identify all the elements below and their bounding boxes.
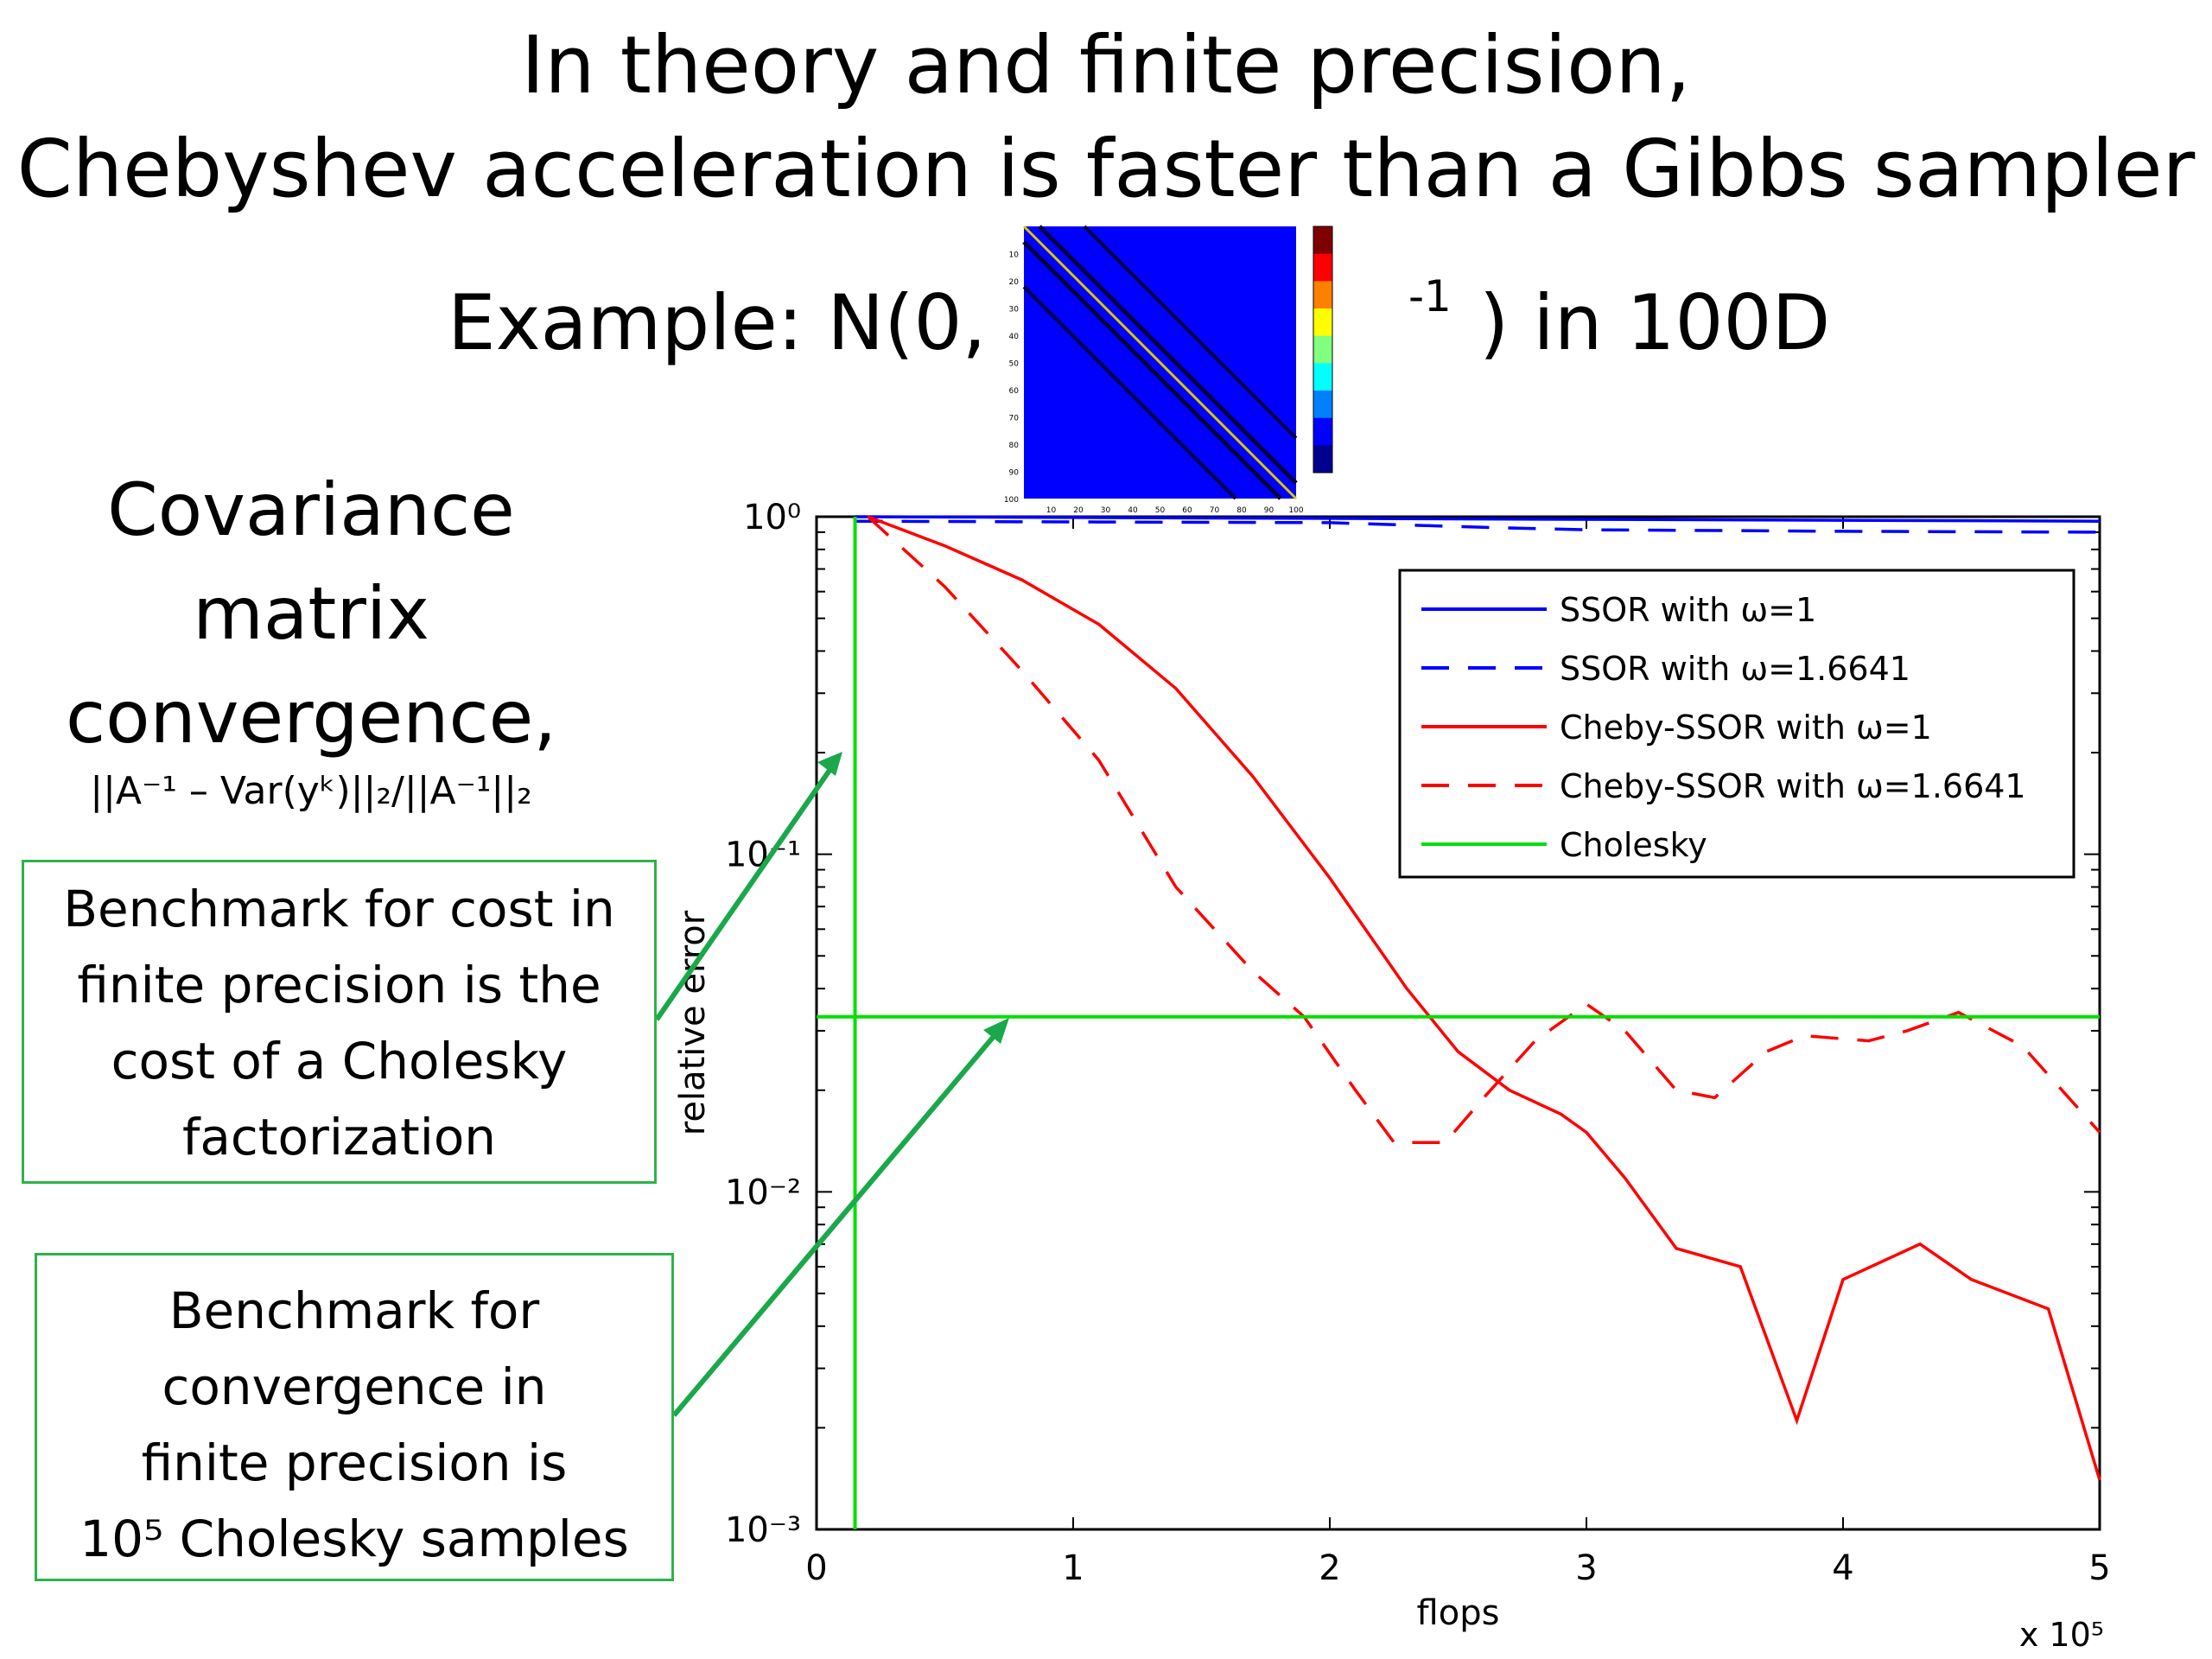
relative-error-formula: ||A⁻¹ – Var(yᵏ)||₂/||A⁻¹||₂: [90, 769, 532, 813]
matrix-x-tick-label: 70: [1210, 506, 1220, 515]
matrix-x-tick-label: 10: [1046, 506, 1057, 515]
matrix-y-tick-label: 90: [1009, 469, 1020, 478]
legend-entry: Cheby-SSOR with ω=1: [1560, 709, 1932, 747]
legend-entry: Cholesky: [1560, 826, 1707, 864]
matrix-y-tick-label: 30: [1009, 306, 1020, 315]
matrix-y-tick-label: 10: [1009, 251, 1020, 260]
matrix-y-tick-label: 70: [1009, 415, 1020, 423]
callout-line: 10⁵ Cholesky samples: [79, 1510, 629, 1568]
x-tick-label: 4: [1832, 1548, 1853, 1588]
matrix-x-tick-label: 80: [1236, 506, 1247, 515]
series-line-0: [855, 515, 2101, 523]
example-exponent: -1: [1408, 271, 1452, 321]
x-axis-label: flops: [1417, 1593, 1500, 1633]
matrix-offdiagonal: [1022, 240, 1282, 500]
colorbar-segment: [1313, 363, 1332, 391]
callout-line: Benchmark for cost in: [63, 880, 615, 938]
cost-benchmark-callout: Benchmark for cost in finite precision i…: [22, 860, 657, 1184]
matrix-x-tick-label: 20: [1073, 506, 1084, 515]
matrix-y-tick-label: 50: [1009, 360, 1020, 369]
colorbar-segment: [1313, 391, 1332, 419]
matrix-y-tick-label: 60: [1009, 387, 1020, 396]
colorbar-segment: [1313, 417, 1332, 446]
colorbar-segment: [1313, 226, 1332, 255]
matrix-x-tick-label: 100: [1288, 506, 1303, 515]
x-tick-label: 1: [1062, 1548, 1084, 1588]
convergence-benchmark-callout: Benchmark for convergence in finite prec…: [35, 1253, 674, 1581]
matrix-y-tick-label: 40: [1009, 333, 1020, 341]
matrix-x-tick-label: 90: [1264, 506, 1274, 515]
example-prefix: Example: N(0,: [448, 278, 987, 367]
callout-line: Benchmark for: [168, 1281, 540, 1340]
y-tick-label: 10⁰: [743, 498, 801, 537]
legend-box: [1398, 569, 2075, 879]
colorbar-segment: [1313, 281, 1332, 309]
matrix-y-tick-label: 20: [1009, 278, 1020, 287]
matrix-x-tick-label: 60: [1182, 506, 1192, 515]
x-multiplier-label: x 10⁵: [2019, 1616, 2104, 1654]
matrix-y-tick-label: 100: [1004, 496, 1019, 505]
covariance-line-2: matrix: [193, 571, 429, 656]
matrix-x-tick-label: 50: [1155, 506, 1166, 515]
matrix-offdiagonal: [1038, 225, 1298, 485]
colorbar-frame: [1313, 226, 1333, 474]
matrix-offdiagonal: [1022, 285, 1237, 500]
callout-line: finite precision is: [141, 1433, 568, 1492]
callout-line: cost of a Cholesky: [111, 1032, 568, 1090]
slide-title-line-1: In theory and finite precision,: [521, 19, 1691, 111]
example-suffix: ) in 100D: [1479, 278, 1831, 367]
x-tick-label: 2: [1319, 1548, 1340, 1588]
x-tick-label: 0: [805, 1548, 827, 1588]
matrix-offdiagonal: [1083, 225, 1298, 440]
legend-entry: SSOR with ω=1: [1560, 591, 1816, 629]
y-tick-label: 10⁻³: [725, 1510, 801, 1550]
covariance-line-1: Covariance: [107, 467, 515, 552]
matrix-x-tick-label: 40: [1128, 506, 1138, 515]
cost-callout-arrow: [654, 759, 839, 1021]
legend-entry: SSOR with ω=1.6641: [1560, 650, 1910, 688]
series-line-2: [867, 515, 2101, 1481]
callout-line: finite precision is the: [77, 956, 601, 1014]
matrix-diagonal: [1022, 225, 1298, 500]
x-tick-label: 3: [1575, 1548, 1597, 1588]
colorbar-segment: [1313, 445, 1332, 474]
colorbar-segment: [1313, 308, 1332, 337]
convergence-callout-arrow: [671, 1027, 1003, 1417]
convergence-callout-arrowhead: [983, 1018, 1009, 1044]
cost-callout-arrowhead: [817, 752, 842, 776]
covariance-line-3: convergence,: [65, 675, 557, 760]
x-tick-label: 5: [2088, 1548, 2110, 1588]
series-line-1: [855, 519, 2101, 534]
callout-line: factorization: [181, 1108, 497, 1166]
matrix-y-tick-label: 80: [1009, 442, 1020, 450]
y-tick-label: 10⁻²: [725, 1173, 801, 1212]
legend-entry: Cheby-SSOR with ω=1.6641: [1560, 767, 2026, 805]
callout-line: convergence in: [162, 1357, 547, 1416]
slide-title-line-2: Chebyshev acceleration is faster than a …: [16, 123, 2196, 215]
matrix-x-tick-label: 30: [1101, 506, 1111, 515]
series-line-3: [867, 515, 2101, 1144]
colorbar-segment: [1313, 253, 1332, 282]
colorbar-segment: [1313, 335, 1332, 364]
